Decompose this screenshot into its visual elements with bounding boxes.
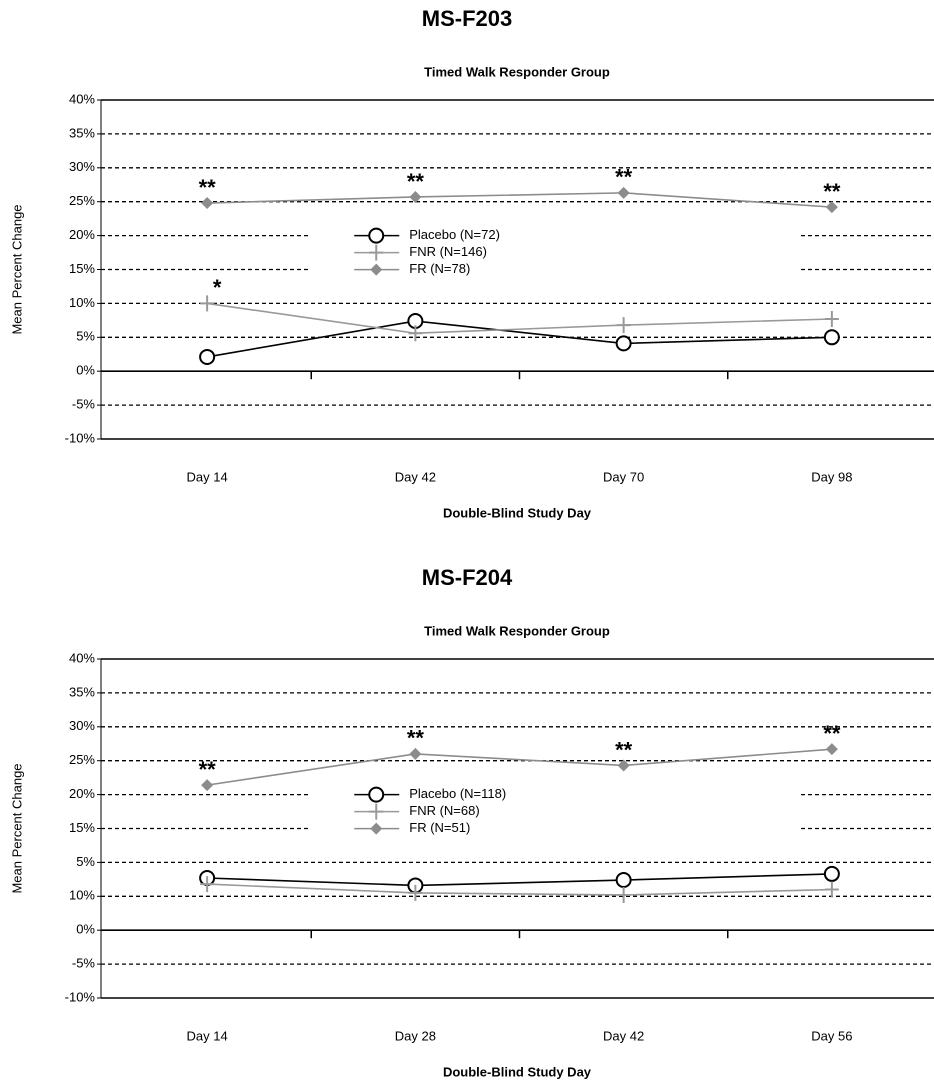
y-tick-label: 15% <box>69 261 95 276</box>
significance-label: ** <box>615 737 633 762</box>
marker <box>409 190 422 203</box>
y-tick-label: -5% <box>72 397 96 412</box>
marker <box>824 310 839 327</box>
significance-label: ** <box>823 721 841 746</box>
marker <box>369 803 384 820</box>
y-tick-label: 20% <box>69 786 95 801</box>
legend-label: FNR (N=68) <box>409 803 479 818</box>
y-tick-label: 20% <box>69 227 95 242</box>
marker <box>370 822 383 835</box>
marker <box>200 295 215 312</box>
y-tick-label: 5% <box>76 329 95 344</box>
marker <box>368 786 385 803</box>
marker <box>368 227 385 244</box>
marker <box>824 881 839 898</box>
chart-title: MS-F203 <box>422 6 512 31</box>
marker <box>615 335 632 352</box>
marker <box>408 884 423 901</box>
chart-subtitle: Timed Walk Responder Group <box>424 64 610 79</box>
marker <box>617 759 630 772</box>
legend-label: Placebo (N=118) <box>409 786 506 801</box>
significance-label: ** <box>407 726 425 751</box>
y-tick-label: 10% <box>69 888 95 903</box>
marker <box>825 201 838 214</box>
marker <box>615 872 632 889</box>
y-tick-label: 35% <box>69 684 95 699</box>
x-axis-title: Double-Blind Study Day <box>443 1064 592 1079</box>
y-tick-label: 25% <box>69 752 95 767</box>
x-tick-label: Day 56 <box>811 1028 852 1043</box>
y-tick-label: 15% <box>69 820 95 835</box>
marker <box>199 348 216 365</box>
y-tick-label: 35% <box>69 125 95 140</box>
y-tick-label: 40% <box>69 91 95 106</box>
x-tick-label: Day 42 <box>395 469 436 484</box>
significance-label: ** <box>823 179 841 204</box>
series-line <box>207 873 832 887</box>
x-tick-label: Day 42 <box>603 1028 644 1043</box>
significance-label: ** <box>407 169 425 194</box>
chart-subtitle: Timed Walk Responder Group <box>424 623 610 638</box>
legend-marker <box>368 227 385 244</box>
legend-marker <box>369 803 384 820</box>
y-tick-label: -5% <box>72 956 96 971</box>
legend-label: Placebo (N=72) <box>409 227 500 242</box>
y-axis-title: Mean Percent Change <box>9 204 24 334</box>
series-line <box>207 302 832 335</box>
y-tick-label: 5% <box>76 854 95 869</box>
series-line <box>207 192 832 208</box>
legend-label: FNR (N=146) <box>409 244 487 259</box>
x-tick-label: Day 70 <box>603 469 644 484</box>
marker <box>370 263 383 276</box>
series-line <box>207 748 832 786</box>
y-tick-label: 0% <box>76 363 95 378</box>
marker <box>823 329 840 346</box>
x-tick-label: Day 98 <box>811 469 852 484</box>
legend-marker <box>368 786 385 803</box>
y-tick-label: 10% <box>69 295 95 310</box>
legend-marker <box>370 263 383 276</box>
y-tick-label: -10% <box>65 989 96 1004</box>
significance-label: ** <box>199 757 217 782</box>
significance-label: * <box>213 275 222 300</box>
marker <box>200 876 215 893</box>
y-tick-label: 0% <box>76 922 95 937</box>
marker <box>616 886 631 903</box>
y-axis-title: Mean Percent Change <box>9 763 24 893</box>
legend-label: FR (N=78) <box>409 261 470 276</box>
y-tick-label: 40% <box>69 650 95 665</box>
marker <box>825 743 838 756</box>
marker <box>369 244 384 261</box>
y-tick-label: -10% <box>65 430 96 445</box>
y-tick-label: 25% <box>69 193 95 208</box>
x-tick-label: Day 14 <box>187 469 228 484</box>
marker <box>409 747 422 760</box>
legend-marker <box>370 822 383 835</box>
marker <box>408 325 423 342</box>
x-axis-title: Double-Blind Study Day <box>443 505 592 520</box>
x-tick-label: Day 14 <box>187 1028 228 1043</box>
significance-label: ** <box>615 165 633 190</box>
marker <box>617 186 630 199</box>
marker <box>823 865 840 882</box>
x-tick-label: Day 28 <box>395 1028 436 1043</box>
marker <box>201 197 214 210</box>
marker <box>201 779 214 792</box>
series-line <box>207 883 832 896</box>
y-tick-label: 30% <box>69 159 95 174</box>
legend-label: FR (N=51) <box>409 820 470 835</box>
series-line <box>206 320 832 358</box>
legend-marker <box>369 244 384 261</box>
significance-label: ** <box>199 175 217 200</box>
y-tick-label: 30% <box>69 718 95 733</box>
chart-title: MS-F204 <box>422 565 513 590</box>
marker <box>616 317 631 334</box>
